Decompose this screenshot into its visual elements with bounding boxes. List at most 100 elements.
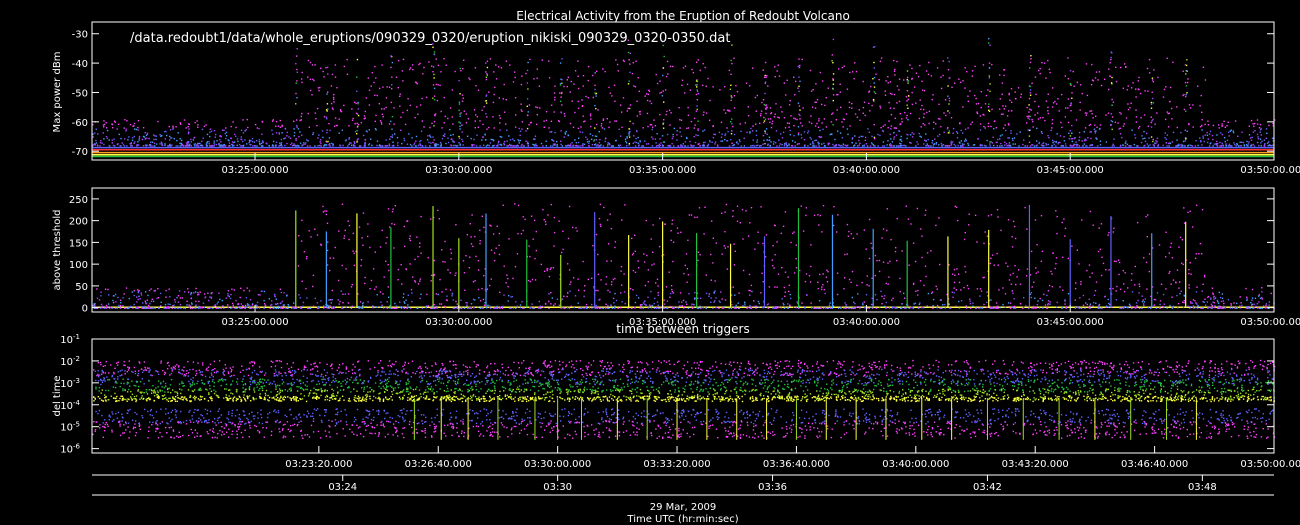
p1-point — [315, 118, 316, 119]
p1-point — [181, 145, 182, 146]
p2-point — [762, 243, 763, 244]
p2-point — [120, 305, 121, 306]
p2-point — [621, 284, 622, 285]
p2-point — [688, 308, 689, 309]
p1-point — [988, 126, 989, 127]
p1-burst-point — [730, 121, 731, 122]
p1-burst-point — [296, 80, 297, 81]
p1-point — [709, 140, 710, 141]
p1-point — [936, 143, 937, 144]
p1-point — [515, 114, 516, 115]
p1-point — [771, 123, 772, 124]
p2-point — [417, 256, 418, 257]
p1-point — [1183, 141, 1184, 142]
p1-point — [434, 145, 435, 146]
p1-point — [262, 140, 263, 141]
p1-point — [1226, 125, 1227, 126]
p1-point — [884, 145, 885, 146]
p1-point — [1034, 145, 1035, 146]
p1-point — [1201, 125, 1202, 126]
p2-point — [1195, 307, 1196, 308]
p2-point — [363, 302, 364, 303]
p2-point — [1213, 294, 1214, 295]
p2-point — [820, 215, 821, 216]
p1-point — [327, 129, 328, 130]
p1-point — [923, 143, 924, 144]
p1-burst-point — [873, 144, 874, 145]
p2-point — [844, 277, 845, 278]
p1-point — [124, 145, 125, 146]
p2-point — [281, 292, 282, 293]
p2-point — [229, 296, 230, 297]
p1-point — [1057, 133, 1058, 134]
p1-point — [431, 123, 432, 124]
p1-point — [441, 127, 442, 128]
p1-point — [1253, 144, 1254, 145]
p1-point — [142, 139, 143, 140]
p1-point — [790, 115, 791, 116]
p2-point — [945, 307, 946, 308]
p1-point — [973, 144, 974, 145]
p1-point — [313, 80, 314, 81]
p1-point — [256, 145, 257, 146]
p1-point — [819, 130, 820, 131]
p2-point — [204, 307, 205, 308]
p1-point — [519, 128, 520, 129]
p2-point — [595, 290, 596, 291]
p1-point — [410, 105, 411, 106]
p2-point — [442, 261, 443, 262]
p1-burst-point — [594, 89, 595, 90]
p1-point — [928, 123, 929, 124]
p1-point — [865, 140, 866, 141]
p2-point — [338, 299, 339, 300]
p2-point — [854, 308, 855, 309]
p1-burst-point — [594, 105, 595, 106]
p1-point — [97, 133, 98, 134]
p2-point — [980, 288, 981, 289]
p2-point — [227, 304, 228, 305]
p1-point — [802, 125, 803, 126]
p1-point — [888, 102, 889, 103]
p1-point — [339, 119, 340, 120]
p1-burst-point — [697, 109, 698, 110]
p2-point — [388, 208, 389, 209]
p2-point — [821, 286, 822, 287]
p1-point — [375, 115, 376, 116]
p2-point — [1169, 305, 1170, 306]
p1-point — [301, 82, 302, 83]
p1-point — [916, 73, 917, 74]
p1-point — [578, 142, 579, 143]
p2-point — [493, 308, 494, 309]
p2-point — [1090, 304, 1091, 305]
p2-point — [569, 269, 570, 270]
p2-point — [445, 289, 446, 290]
p1-burst-point — [460, 68, 461, 69]
p1-point — [331, 85, 332, 86]
p1-point — [331, 143, 332, 144]
p1-point — [776, 130, 777, 131]
p1-point — [890, 107, 891, 108]
p1-point — [1260, 124, 1261, 125]
p2-point — [735, 308, 736, 309]
p2-point — [271, 300, 272, 301]
p1-point — [482, 124, 483, 125]
p1-point — [1128, 109, 1129, 110]
p2-point — [1015, 238, 1016, 239]
p1-point — [276, 132, 277, 133]
p1-point — [300, 143, 301, 144]
p1-burst-point — [989, 91, 990, 92]
p1-burst-point — [764, 120, 765, 121]
p2-point — [1111, 306, 1112, 307]
p1-point — [484, 106, 485, 107]
p2-point — [148, 305, 149, 306]
p1-point — [767, 134, 768, 135]
p2-point — [528, 245, 529, 246]
p2-point — [430, 218, 431, 219]
p2-point — [666, 286, 667, 287]
p1-point — [609, 143, 610, 144]
p2-point — [824, 293, 825, 294]
p1-point — [112, 140, 113, 141]
p2-point — [94, 306, 95, 307]
p2-point — [833, 225, 834, 226]
p1-burst-point — [799, 109, 800, 110]
